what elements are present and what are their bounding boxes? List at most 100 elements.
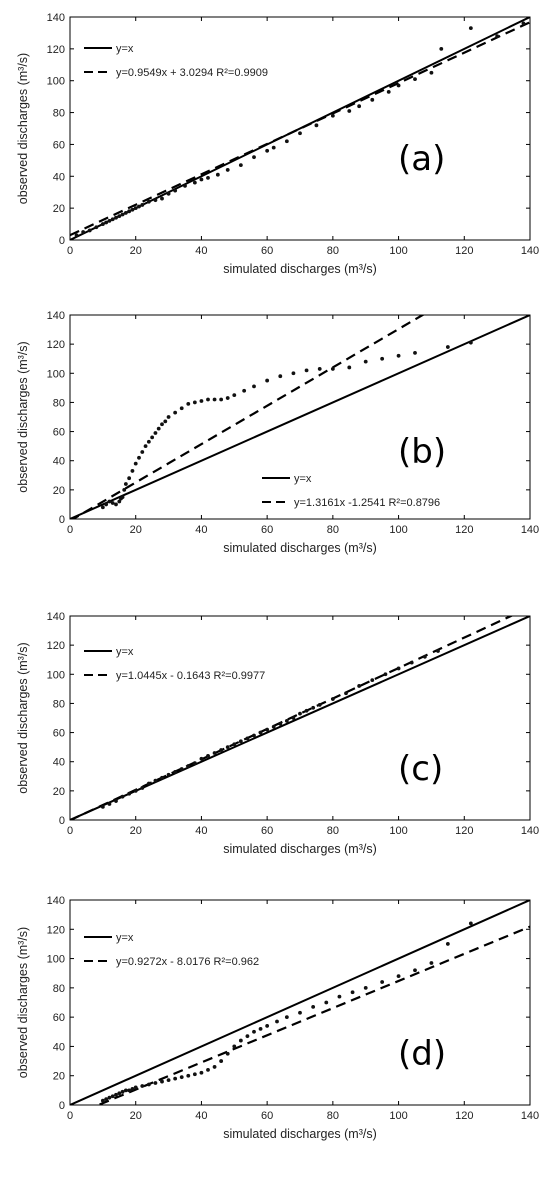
data-point bbox=[439, 46, 444, 51]
data-point bbox=[130, 207, 135, 212]
data-point bbox=[413, 968, 417, 973]
data-point bbox=[278, 721, 283, 726]
data-point bbox=[130, 469, 135, 473]
data-point bbox=[238, 1038, 243, 1043]
data-point bbox=[94, 225, 99, 230]
x-tick-label: 120 bbox=[455, 524, 473, 536]
x-tick-label: 120 bbox=[455, 245, 473, 257]
data-point bbox=[357, 104, 362, 109]
legend-label-2: y=1.3161x -1.2541 R²=0.8796 bbox=[294, 497, 440, 509]
y-tick-label: 20 bbox=[53, 786, 65, 798]
legend-label-1: y=x bbox=[294, 473, 312, 485]
data-point bbox=[153, 1081, 158, 1085]
data-point bbox=[219, 397, 224, 402]
x-tick-label: 140 bbox=[521, 825, 539, 837]
y-tick-label: 60 bbox=[53, 728, 65, 740]
y-axis-label: observed discharges (m³/s) bbox=[16, 642, 30, 793]
data-point bbox=[199, 1070, 204, 1075]
data-point bbox=[140, 203, 145, 207]
data-point bbox=[127, 1088, 132, 1093]
data-point bbox=[173, 770, 178, 774]
data-point bbox=[245, 736, 250, 741]
y-tick-label: 80 bbox=[53, 983, 65, 995]
y-tick-label: 20 bbox=[53, 485, 65, 497]
data-point bbox=[347, 365, 352, 370]
data-point bbox=[383, 672, 388, 677]
data-point bbox=[166, 191, 171, 196]
data-point bbox=[123, 1088, 128, 1093]
y-tick-label: 0 bbox=[59, 815, 65, 827]
data-point bbox=[104, 502, 109, 507]
x-tick-label: 40 bbox=[195, 245, 207, 257]
data-point bbox=[186, 764, 191, 768]
data-point bbox=[160, 1079, 164, 1084]
data-point bbox=[87, 228, 92, 233]
data-point bbox=[445, 345, 450, 349]
x-tick-label: 0 bbox=[67, 245, 73, 257]
y-tick-label: 140 bbox=[47, 895, 65, 907]
x-tick-label: 0 bbox=[67, 825, 73, 837]
y-tick-label: 80 bbox=[53, 108, 65, 120]
y-tick-label: 100 bbox=[47, 954, 65, 966]
data-point bbox=[133, 788, 138, 793]
y-tick-label: 20 bbox=[53, 203, 65, 215]
data-point bbox=[133, 1085, 138, 1090]
data-point bbox=[104, 220, 109, 225]
panel-label: (c) bbox=[398, 749, 443, 789]
data-point bbox=[252, 384, 256, 389]
data-point bbox=[199, 399, 204, 403]
data-point bbox=[380, 980, 385, 984]
x-tick-label: 0 bbox=[67, 1110, 73, 1122]
data-point bbox=[258, 1026, 263, 1031]
x-tick-label: 120 bbox=[455, 1110, 473, 1122]
data-point bbox=[363, 359, 368, 364]
data-point bbox=[265, 1024, 270, 1028]
data-point bbox=[146, 781, 151, 786]
series-line-2 bbox=[95, 925, 530, 1105]
y-tick-label: 60 bbox=[53, 427, 65, 439]
data-point bbox=[150, 435, 155, 440]
x-tick-label: 100 bbox=[389, 825, 407, 837]
y-tick-label: 120 bbox=[47, 640, 65, 652]
plot-area bbox=[70, 616, 530, 820]
data-point bbox=[166, 772, 171, 777]
data-point bbox=[123, 482, 128, 486]
data-point bbox=[186, 401, 191, 406]
data-point bbox=[284, 1015, 289, 1020]
legend-label-1: y=x bbox=[116, 646, 134, 658]
data-point bbox=[100, 1098, 105, 1103]
data-point bbox=[120, 212, 125, 217]
data-point bbox=[225, 745, 230, 750]
series-line-1 bbox=[70, 616, 530, 820]
data-point bbox=[275, 1019, 279, 1024]
data-point bbox=[363, 985, 368, 990]
data-point bbox=[291, 716, 296, 720]
data-point bbox=[140, 450, 145, 454]
data-point bbox=[117, 214, 122, 219]
data-point bbox=[409, 660, 414, 665]
data-point bbox=[495, 34, 500, 39]
x-tick-label: 100 bbox=[389, 524, 407, 536]
y-tick-label: 140 bbox=[47, 611, 65, 623]
data-point bbox=[114, 502, 118, 507]
y-tick-label: 20 bbox=[53, 1071, 65, 1083]
data-point bbox=[146, 199, 151, 204]
data-point bbox=[396, 666, 401, 671]
data-point bbox=[265, 727, 270, 732]
data-point bbox=[206, 397, 210, 402]
data-point bbox=[238, 163, 243, 168]
data-point bbox=[330, 697, 335, 701]
data-point bbox=[245, 1034, 250, 1039]
x-tick-label: 20 bbox=[130, 524, 142, 536]
data-point bbox=[179, 767, 184, 771]
data-point bbox=[120, 1089, 125, 1094]
x-tick-label: 0 bbox=[67, 524, 73, 536]
data-point bbox=[127, 209, 132, 214]
data-point bbox=[278, 374, 283, 379]
x-tick-label: 120 bbox=[455, 825, 473, 837]
data-point bbox=[160, 422, 164, 427]
data-point bbox=[212, 397, 217, 402]
data-point bbox=[252, 1029, 256, 1034]
data-point bbox=[386, 89, 391, 94]
data-point bbox=[225, 168, 230, 172]
